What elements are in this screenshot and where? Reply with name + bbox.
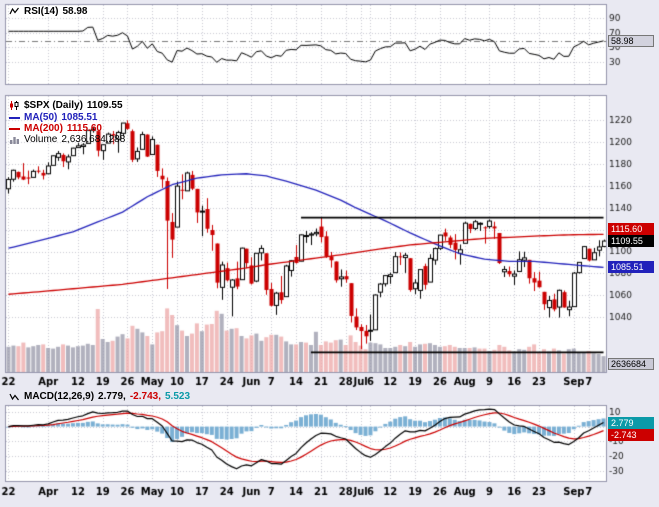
volume-bars-icon (10, 137, 19, 144)
ma200-line-icon (9, 127, 20, 130)
macd-header: MACD(12,26,9) 2.779, -2.743, 5.523 (9, 391, 190, 402)
ma50-legend: MA(50) 1085.51 (9, 112, 98, 123)
volume-axis-box: 2636684 (608, 358, 654, 370)
ma200-value: 1115.60 (66, 123, 102, 134)
ma50-axis-box: 1085.51 (608, 261, 654, 273)
macd-label: MACD(12,26,9) (24, 391, 95, 402)
ma200-label: MA(200) (24, 123, 63, 134)
ma200-legend: MA(200) 1115.60 (9, 123, 102, 134)
ma50-value: 1085.51 (61, 112, 98, 123)
rsi-last-value-box: 58.98 (608, 35, 654, 47)
volume-value: 2,636,684,288 (61, 134, 126, 145)
symbol-header: $SPX (Daily) 1109.55 (9, 100, 123, 111)
ma50-label: MA(50) (24, 112, 58, 123)
rsi-header: RSI(14) 58.98 (9, 6, 87, 17)
rsi-label: RSI(14) (24, 6, 59, 17)
macd-signal-axis-box: -2.743 (608, 429, 654, 441)
volume-label: Volume (24, 134, 58, 145)
macd-indicator-icon (9, 393, 19, 401)
ma200-axis-box: 1115.60 (608, 223, 654, 235)
ma50-line-icon (9, 116, 20, 119)
last-price-value: 1109.55 (86, 100, 123, 111)
rsi-value: 58.98 (62, 6, 88, 17)
macd-hist-value: 5.523 (164, 391, 191, 402)
symbol-label: $SPX (Daily) (24, 100, 83, 111)
candlestick-icon (10, 101, 19, 110)
volume-legend: Volume 2,636,684,288 (9, 134, 125, 145)
macd-axis-box: 2.779 (608, 417, 654, 429)
last-price-axis-box: 1109.55 (608, 235, 654, 247)
macd-line-value: 2.779, (98, 391, 126, 402)
macd-signal-value: -2.743, (129, 391, 161, 402)
rsi-indicator-icon (9, 7, 19, 15)
